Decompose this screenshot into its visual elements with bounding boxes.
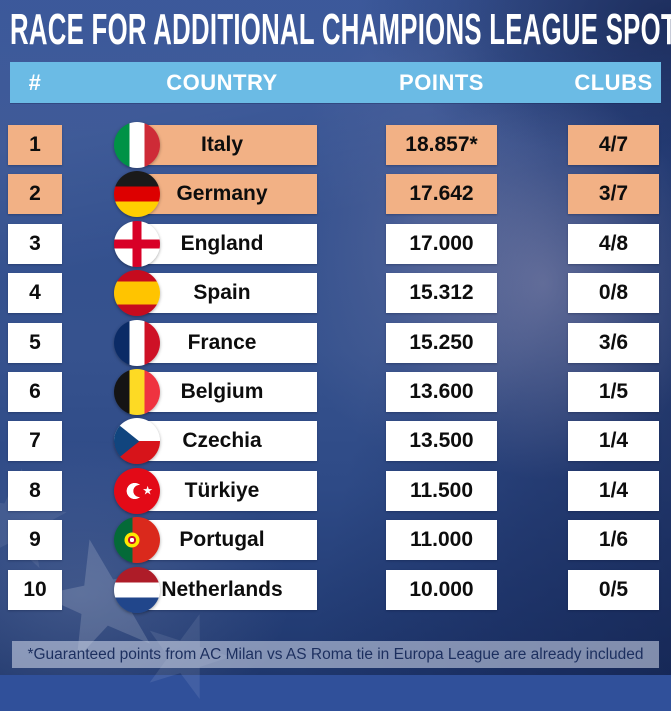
rank-cell: 1: [8, 125, 62, 165]
page-title: RACE FOR ADDITIONAL CHAMPIONS LEAGUE SPO…: [10, 5, 671, 54]
points-cell: 10.000: [386, 569, 497, 610]
table-row: 1 Italy 18.857* 4/7: [0, 122, 671, 168]
table-row: 4 Spain 15.312 0/8: [0, 270, 671, 317]
column-header-clubs: CLUBS: [574, 69, 653, 95]
germany-flag-icon: [114, 171, 160, 218]
clubs-cell: 1/4: [568, 421, 659, 462]
rank-cell: 10: [8, 569, 62, 610]
rank-cell: 4: [8, 273, 62, 314]
table-row: 2 Germany 17.642 3/7: [0, 171, 671, 218]
rank-cell: 7: [8, 421, 62, 462]
points-cell: 13.600: [386, 371, 497, 412]
column-header-points: POINTS: [399, 69, 484, 95]
rank-cell: 8: [8, 470, 62, 511]
clubs-cell: 1/6: [568, 520, 659, 561]
clubs-cell: 3/6: [568, 322, 659, 363]
netherlands-flag-icon: [114, 566, 160, 613]
footnote-strip: *Guaranteed points from AC Milan vs AS R…: [12, 641, 659, 668]
column-header-rank: #: [28, 69, 42, 95]
clubs-cell: 4/7: [568, 125, 659, 165]
points-cell: 11.500: [386, 470, 497, 511]
spain-flag-icon: [114, 270, 160, 317]
points-cell: 18.857*: [386, 125, 497, 165]
points-cell: 17.642: [386, 174, 497, 215]
table-row: 3 England 17.000 4/8: [0, 220, 671, 267]
rank-cell: 9: [8, 520, 62, 561]
points-cell: 17.000: [386, 223, 497, 264]
country-cell: Belgium: [127, 371, 317, 412]
portugal-flag-icon: [114, 517, 160, 564]
table-header-row: # COUNTRY POINTS CLUBS: [10, 62, 661, 103]
clubs-cell: 4/8: [568, 223, 659, 264]
rank-cell: 5: [8, 322, 62, 363]
table-row: 5 France 15.250 3/6: [0, 319, 671, 366]
country-cell: Netherlands: [127, 569, 317, 610]
england-flag-icon: [114, 220, 160, 267]
table-row: 9 Portugal 11.000 1/6: [0, 517, 671, 564]
italy-flag-icon: [114, 122, 160, 168]
table-row: 10 Netherlands 10.000 0/5: [0, 566, 671, 613]
rank-cell: 6: [8, 371, 62, 412]
points-cell: 13.500: [386, 421, 497, 462]
clubs-cell: 0/5: [568, 569, 659, 610]
points-cell: 11.000: [386, 520, 497, 561]
czechia-flag-icon: [114, 418, 160, 465]
rank-cell: 2: [8, 174, 62, 215]
table-row: 8 Türkiye 11.500 1/4: [0, 467, 671, 514]
france-flag-icon: [114, 319, 160, 366]
clubs-cell: 1/5: [568, 371, 659, 412]
rank-cell: 3: [8, 223, 62, 264]
column-header-country: COUNTRY: [166, 69, 278, 95]
table-body: 1 Italy 18.857* 4/7 2 Germany 17.642 3/7…: [0, 122, 671, 619]
turkiye-flag-icon: [114, 467, 160, 514]
clubs-cell: 3/7: [568, 174, 659, 215]
stadium-photo-background: [0, 0, 671, 675]
clubs-cell: 1/4: [568, 470, 659, 511]
clubs-cell: 0/8: [568, 273, 659, 314]
footnote-text: *Guaranteed points from AC Milan vs AS R…: [27, 645, 644, 663]
points-cell: 15.312: [386, 273, 497, 314]
table-row: 6 Belgium 13.600 1/5: [0, 368, 671, 415]
table-row: 7 Czechia 13.500 1/4: [0, 418, 671, 465]
points-cell: 15.250: [386, 322, 497, 363]
belgium-flag-icon: [114, 368, 160, 415]
